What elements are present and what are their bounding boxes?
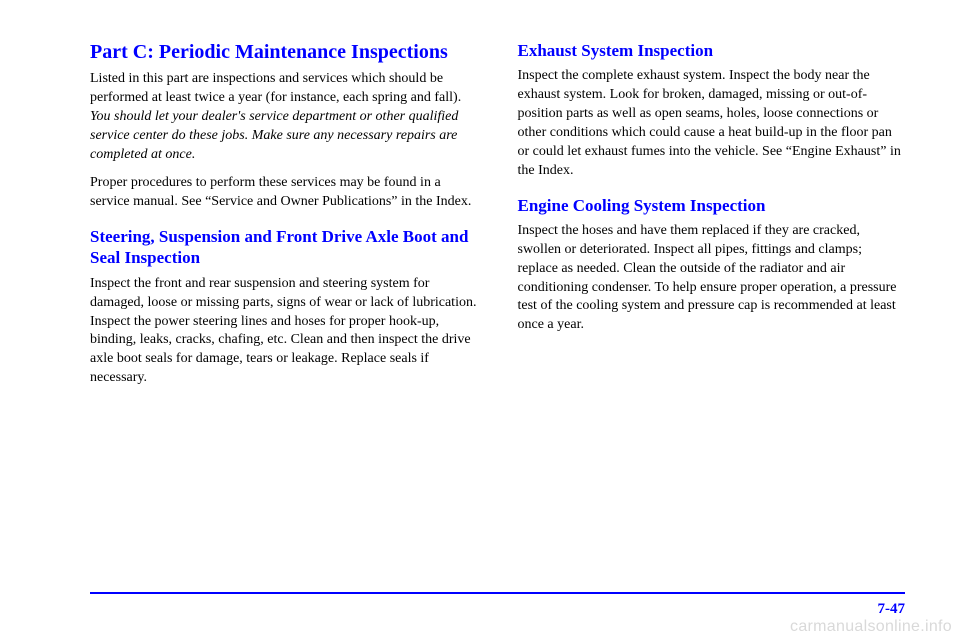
footer-rule bbox=[90, 592, 905, 594]
intro1-italic: You should let your dealer's service dep… bbox=[90, 109, 458, 162]
section-title-part-c: Part C: Periodic Maintenance Inspections bbox=[90, 40, 478, 64]
intro-paragraph-1: Listed in this part are inspections and … bbox=[90, 70, 478, 164]
exhaust-heading: Exhaust System Inspection bbox=[518, 40, 906, 61]
page-content: Part C: Periodic Maintenance Inspections… bbox=[0, 0, 960, 398]
steering-body: Inspect the front and rear suspension an… bbox=[90, 275, 478, 388]
intro-paragraph-2: Proper procedures to perform these servi… bbox=[90, 174, 478, 212]
left-column: Part C: Periodic Maintenance Inspections… bbox=[90, 40, 478, 398]
steering-heading: Steering, Suspension and Front Drive Axl… bbox=[90, 226, 478, 269]
cooling-heading: Engine Cooling System Inspection bbox=[518, 195, 906, 216]
exhaust-body: Inspect the complete exhaust system. Ins… bbox=[518, 67, 906, 180]
right-column: Exhaust System Inspection Inspect the co… bbox=[518, 40, 906, 398]
intro1-regular: Listed in this part are inspections and … bbox=[90, 71, 461, 105]
page-number: 7-47 bbox=[878, 601, 906, 618]
watermark-text: carmanualsonline.info bbox=[790, 618, 952, 636]
cooling-body: Inspect the hoses and have them replaced… bbox=[518, 222, 906, 335]
